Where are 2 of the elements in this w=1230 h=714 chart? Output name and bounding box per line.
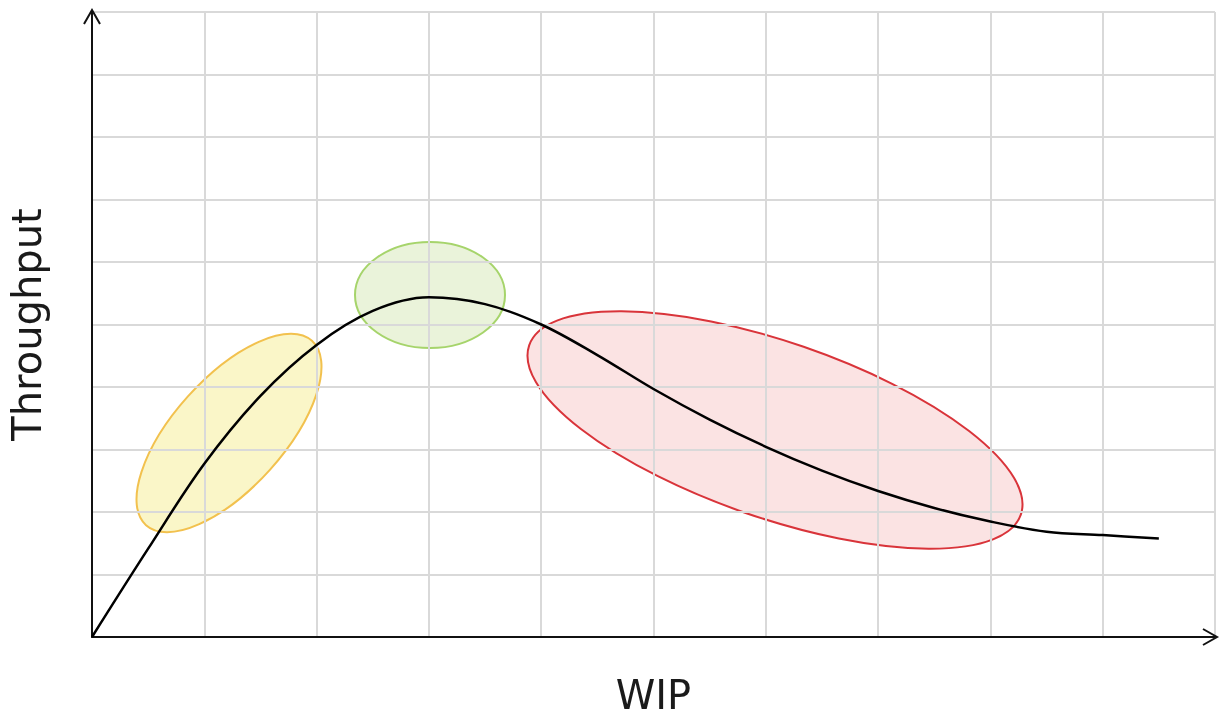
y-axis-title: Throughput <box>4 208 50 442</box>
x-axis-title: WIP <box>615 672 692 714</box>
